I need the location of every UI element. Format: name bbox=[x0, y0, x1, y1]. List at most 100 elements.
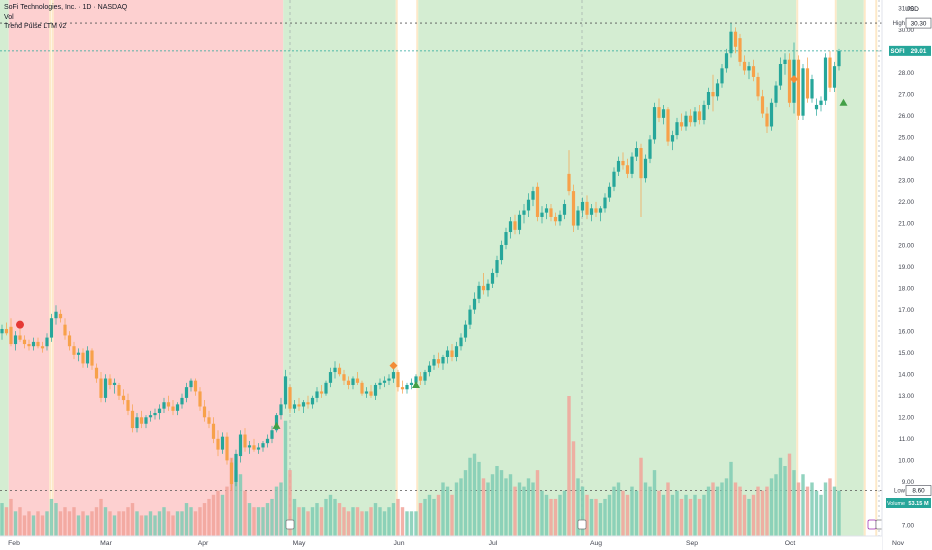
candle-body[interactable] bbox=[81, 352, 85, 364]
candle-body[interactable] bbox=[675, 122, 679, 136]
candle-body[interactable] bbox=[612, 171, 616, 187]
candle-body[interactable] bbox=[616, 160, 621, 172]
candle-body[interactable] bbox=[450, 350, 454, 357]
candle-body[interactable] bbox=[571, 191, 576, 226]
candle-body[interactable] bbox=[657, 107, 661, 118]
candle-body[interactable] bbox=[423, 372, 427, 381]
candle-body[interactable] bbox=[355, 378, 360, 383]
legend-volume-indicator[interactable]: Vol bbox=[4, 13, 14, 21]
candle-body[interactable] bbox=[603, 197, 607, 209]
candle-body[interactable] bbox=[414, 376, 418, 383]
candle-body[interactable] bbox=[292, 404, 297, 409]
candle-body[interactable] bbox=[472, 298, 477, 310]
candle-body[interactable] bbox=[9, 326, 13, 345]
legend-trend-indicator[interactable]: Trend Pulse LTM v2 bbox=[4, 23, 67, 30]
candle-body[interactable] bbox=[193, 380, 198, 392]
candle-body[interactable] bbox=[648, 139, 652, 159]
candle-body[interactable] bbox=[621, 160, 625, 166]
candle-body[interactable] bbox=[360, 382, 364, 394]
candle-body[interactable] bbox=[756, 76, 760, 97]
candle-body[interactable] bbox=[202, 406, 207, 418]
candle-body[interactable] bbox=[774, 85, 778, 103]
signal-circle-marker[interactable] bbox=[16, 320, 24, 329]
candle-body[interactable] bbox=[270, 430, 274, 439]
candle-body[interactable] bbox=[580, 201, 585, 211]
candle-body[interactable] bbox=[522, 210, 526, 215]
candle-body[interactable] bbox=[508, 221, 513, 233]
candle-body[interactable] bbox=[679, 122, 684, 127]
candle-body[interactable] bbox=[364, 391, 369, 394]
candle-body[interactable] bbox=[810, 79, 814, 99]
candle-body[interactable] bbox=[760, 96, 765, 114]
candle-body[interactable] bbox=[346, 380, 351, 385]
candle-body[interactable] bbox=[171, 406, 175, 411]
candle-body[interactable] bbox=[382, 380, 387, 383]
candle-body[interactable] bbox=[108, 378, 112, 385]
candle-body[interactable] bbox=[135, 417, 139, 429]
candle-body[interactable] bbox=[549, 208, 553, 217]
candle-body[interactable] bbox=[585, 201, 589, 215]
candle-body[interactable] bbox=[787, 59, 792, 103]
candle-body[interactable] bbox=[589, 208, 594, 215]
candle-body[interactable] bbox=[63, 324, 67, 336]
candle-body[interactable] bbox=[175, 404, 180, 411]
candle-body[interactable] bbox=[18, 335, 22, 340]
candle-body[interactable] bbox=[517, 214, 522, 230]
candle-body[interactable] bbox=[490, 272, 495, 284]
candle-body[interactable] bbox=[733, 31, 738, 47]
candle-body[interactable] bbox=[198, 391, 202, 407]
signal-triangle-marker[interactable] bbox=[839, 98, 848, 106]
candle-body[interactable] bbox=[387, 378, 391, 381]
candle-body[interactable] bbox=[369, 391, 373, 396]
candle-body[interactable] bbox=[832, 66, 837, 88]
candle-body[interactable] bbox=[463, 324, 468, 338]
signal-triangle-marker[interactable] bbox=[272, 421, 281, 429]
candle-body[interactable] bbox=[333, 367, 337, 373]
candle-body[interactable] bbox=[72, 346, 76, 355]
candle-body[interactable] bbox=[31, 341, 36, 347]
candle-body[interactable] bbox=[184, 387, 189, 398]
candle-body[interactable] bbox=[252, 445, 256, 450]
signal-diamond-marker[interactable] bbox=[790, 75, 798, 84]
candle-body[interactable] bbox=[454, 346, 459, 357]
candle-body[interactable] bbox=[315, 391, 319, 398]
candle-body[interactable] bbox=[256, 447, 261, 450]
candle-body[interactable] bbox=[288, 387, 292, 409]
candle-body[interactable] bbox=[715, 83, 720, 97]
candle-body[interactable] bbox=[459, 337, 463, 347]
candle-body[interactable] bbox=[661, 109, 666, 118]
candle-body[interactable] bbox=[342, 374, 346, 381]
candle-body[interactable] bbox=[85, 350, 90, 364]
candle-body[interactable] bbox=[297, 404, 301, 407]
candle-body[interactable] bbox=[576, 210, 580, 226]
candle-body[interactable] bbox=[697, 111, 702, 121]
candle-body[interactable] bbox=[337, 367, 342, 375]
candle-body[interactable] bbox=[216, 438, 220, 450]
candle-body[interactable] bbox=[405, 384, 409, 390]
candle-body[interactable] bbox=[49, 318, 54, 338]
candle-body[interactable] bbox=[0, 328, 4, 334]
candle-body[interactable] bbox=[436, 359, 441, 364]
candle-body[interactable] bbox=[400, 387, 405, 390]
candle-body[interactable] bbox=[328, 372, 333, 383]
candle-body[interactable] bbox=[301, 402, 306, 407]
legend-symbol[interactable]: SoFi Technologies, Inc. · 1D · NASDAQ bbox=[4, 4, 128, 11]
candle-body[interactable] bbox=[688, 115, 693, 123]
event-badge[interactable] bbox=[285, 519, 295, 530]
candle-body[interactable] bbox=[711, 92, 715, 97]
candle-body[interactable] bbox=[544, 208, 549, 213]
candle-body[interactable] bbox=[630, 156, 634, 174]
candle-body[interactable] bbox=[796, 59, 801, 116]
candle-body[interactable] bbox=[238, 434, 243, 457]
candle-body[interactable] bbox=[247, 445, 252, 448]
candle-body[interactable] bbox=[765, 113, 769, 127]
candle-body[interactable] bbox=[324, 382, 328, 394]
candle-body[interactable] bbox=[162, 402, 166, 409]
candle-body[interactable] bbox=[540, 212, 544, 217]
candle-body[interactable] bbox=[801, 68, 805, 116]
candle-body[interactable] bbox=[76, 352, 81, 355]
candle-body[interactable] bbox=[45, 337, 49, 347]
candle-body[interactable] bbox=[805, 68, 810, 99]
candle-body[interactable] bbox=[103, 378, 108, 398]
candle-body[interactable] bbox=[526, 199, 531, 211]
